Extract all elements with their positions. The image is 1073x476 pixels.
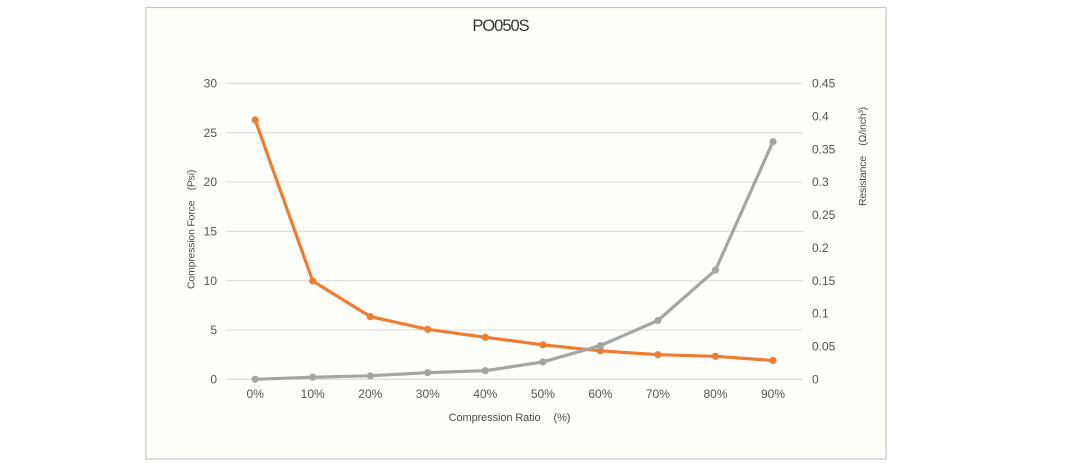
svg-text:30: 30 — [204, 77, 218, 91]
svg-text:PO050S: PO050S — [472, 17, 529, 35]
svg-text:50%: 50% — [531, 387, 555, 401]
svg-text:0.4: 0.4 — [812, 110, 829, 124]
svg-text:0: 0 — [210, 373, 217, 387]
svg-text:60%: 60% — [588, 387, 612, 401]
svg-text:90%: 90% — [761, 387, 785, 401]
svg-text:20%: 20% — [358, 387, 382, 401]
svg-text:0.15: 0.15 — [812, 274, 836, 288]
svg-text:0.25: 0.25 — [812, 208, 836, 222]
svg-text:0.2: 0.2 — [812, 241, 829, 255]
svg-text:0.3: 0.3 — [812, 175, 829, 189]
svg-text:0: 0 — [812, 373, 819, 387]
svg-text:15: 15 — [204, 225, 218, 239]
svg-text:Compression Ratio (%): Compression Ratio (%) — [449, 412, 571, 424]
svg-text:Compression Force (Psi): Compression Force (Psi) — [186, 170, 198, 289]
svg-text:Resistance (Ω/inch³): Resistance (Ω/inch³) — [857, 107, 869, 206]
svg-text:10: 10 — [204, 274, 218, 288]
svg-text:70%: 70% — [646, 387, 670, 401]
svg-text:30%: 30% — [416, 387, 440, 401]
svg-text:0.45: 0.45 — [812, 77, 836, 91]
svg-text:10%: 10% — [301, 387, 325, 401]
svg-text:0.05: 0.05 — [812, 340, 836, 354]
svg-text:40%: 40% — [473, 387, 497, 401]
svg-text:25: 25 — [204, 126, 218, 140]
svg-text:20: 20 — [204, 175, 218, 189]
svg-text:0%: 0% — [247, 387, 265, 401]
svg-text:5: 5 — [210, 323, 217, 337]
svg-text:80%: 80% — [703, 387, 727, 401]
svg-text:0.1: 0.1 — [812, 307, 829, 321]
svg-text:0.35: 0.35 — [812, 142, 836, 156]
